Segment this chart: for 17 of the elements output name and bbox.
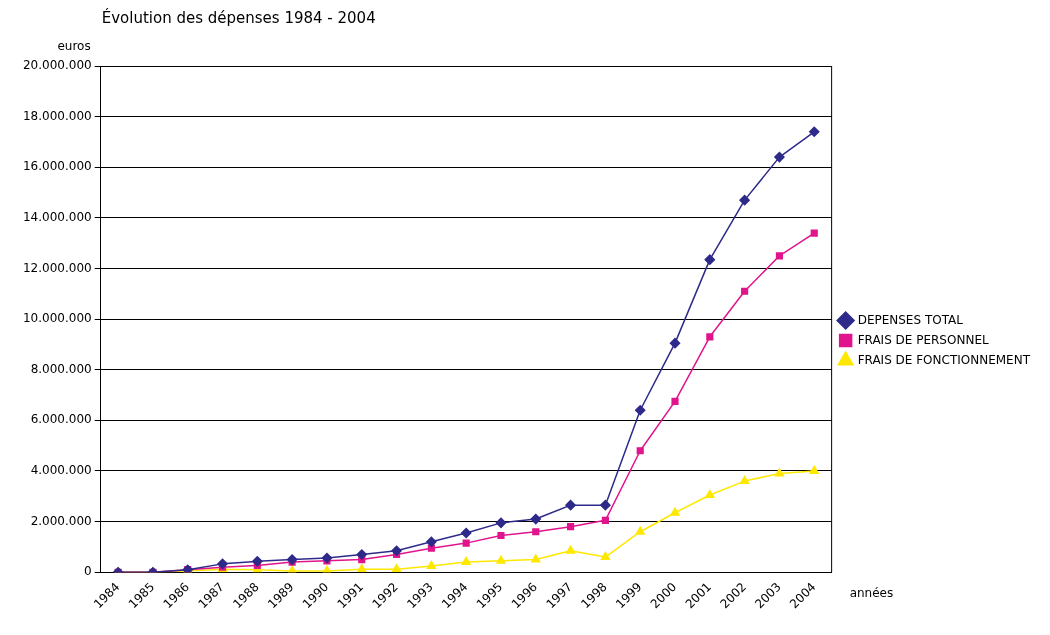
y-tick-label: 8.000.000: [30, 361, 92, 376]
y-tick-label: 20.000.000: [22, 58, 92, 73]
y-tick-label: 18.000.000: [22, 108, 92, 123]
y-tick-label: 14.000.000: [22, 209, 92, 224]
chart-title: Évolution des dépenses 1984 - 2004: [101, 8, 376, 28]
x-axis-title: années: [849, 586, 894, 601]
y-tick-label: 12.000.000: [22, 260, 92, 275]
legend-label: DEPENSES TOTAL: [857, 312, 964, 327]
y-axis-title: euros: [57, 39, 91, 54]
y-tick-label: 10.000.000: [22, 311, 92, 326]
y-tick-label: 6.000.000: [30, 412, 92, 427]
legend-label: FRAIS DE PERSONNEL: [857, 332, 989, 347]
y-tick-label: 4.000.000: [30, 463, 92, 478]
y-tick-label: 16.000.000: [22, 159, 92, 174]
legend-label: FRAIS DE FONCTIONNEMENT: [857, 352, 1031, 367]
y-tick-label: 0: [84, 564, 92, 579]
y-tick-label: 2.000.000: [30, 513, 92, 528]
